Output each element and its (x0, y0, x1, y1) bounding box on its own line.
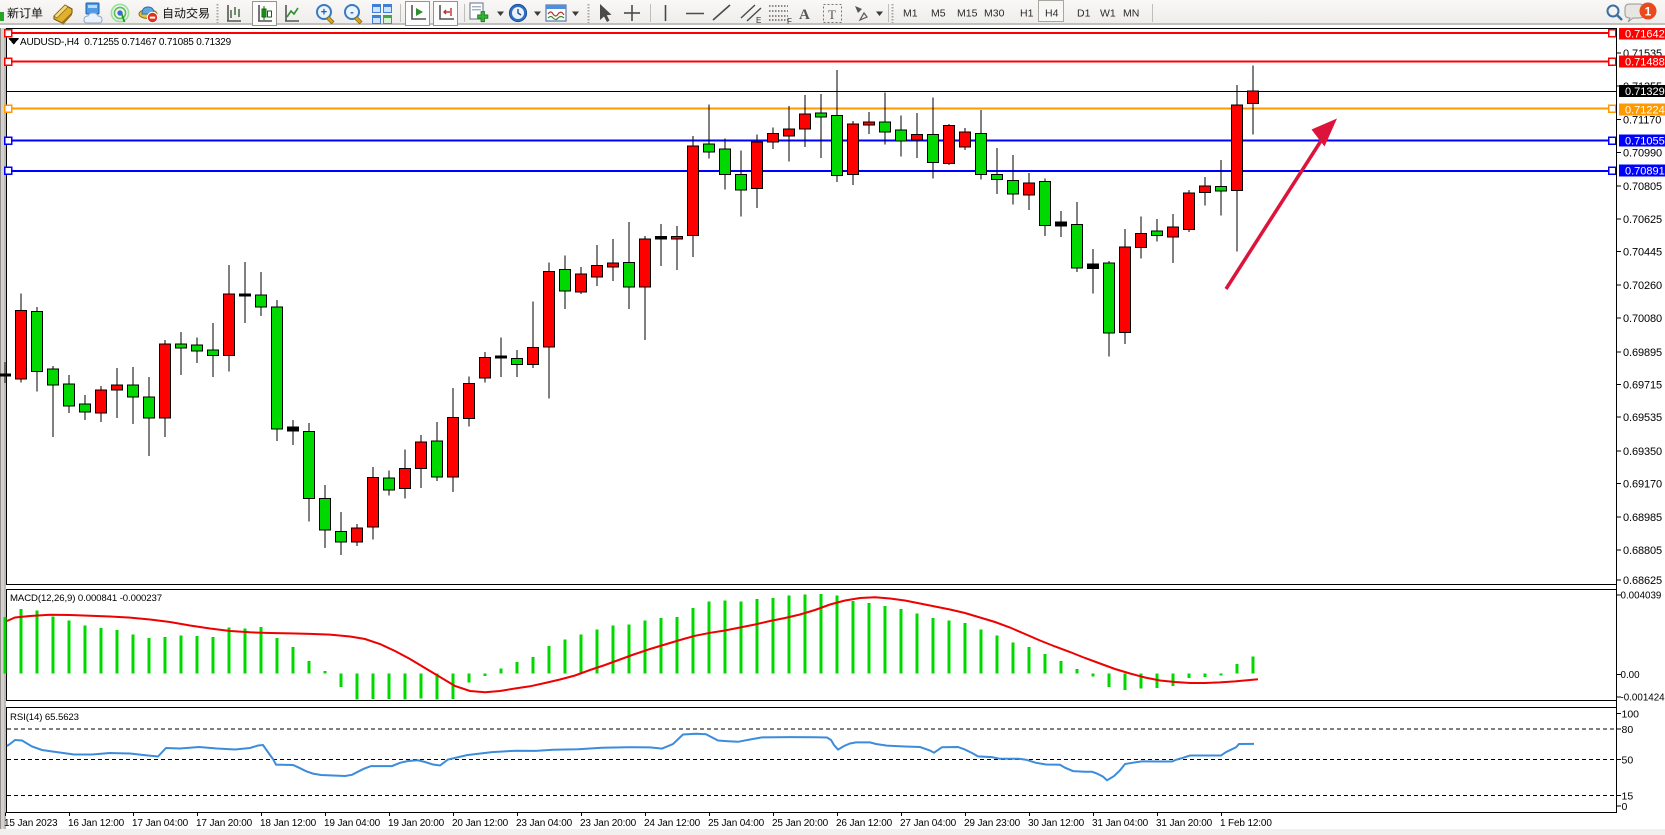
svg-text:-: - (350, 7, 354, 19)
svg-text:31 Jan 04:00: 31 Jan 04:00 (1092, 818, 1149, 829)
svg-text:23 Jan 20:00: 23 Jan 20:00 (580, 818, 637, 829)
svg-text:23 Jan 04:00: 23 Jan 04:00 (516, 818, 573, 829)
svg-text:0.71329: 0.71329 (1625, 86, 1665, 98)
svg-text:19 Jan 20:00: 19 Jan 20:00 (388, 818, 445, 829)
svg-text:0.68985: 0.68985 (1623, 512, 1662, 524)
svg-text:-0.001424: -0.001424 (1621, 693, 1665, 704)
svg-text:30 Jan 12:00: 30 Jan 12:00 (1028, 818, 1085, 829)
svg-text:0.004039: 0.004039 (1621, 591, 1662, 602)
svg-text:0.70891: 0.70891 (1625, 166, 1665, 178)
svg-text:0.71170: 0.71170 (1623, 115, 1661, 127)
svg-text:0.71224: 0.71224 (1625, 105, 1665, 117)
svg-text:1 Feb 12:00: 1 Feb 12:00 (1220, 818, 1272, 829)
svg-text:16 Jan 12:00: 16 Jan 12:00 (68, 818, 125, 829)
svg-text:0.00: 0.00 (1621, 670, 1641, 681)
svg-text:M30: M30 (984, 8, 1005, 20)
svg-text:20 Jan 12:00: 20 Jan 12:00 (452, 818, 509, 829)
svg-text:0.71488: 0.71488 (1625, 57, 1665, 69)
svg-text:1: 1 (1645, 5, 1652, 19)
svg-text:M15: M15 (957, 8, 978, 20)
svg-text:80: 80 (1622, 724, 1634, 736)
svg-text:D1: D1 (1077, 8, 1091, 20)
svg-text:MN: MN (1123, 8, 1139, 20)
svg-text:15 Jan 2023: 15 Jan 2023 (4, 818, 58, 829)
svg-text:18 Jan 12:00: 18 Jan 12:00 (260, 818, 317, 829)
svg-text:50: 50 (1622, 754, 1634, 766)
svg-text:0.70080: 0.70080 (1623, 313, 1662, 325)
svg-text:F: F (787, 17, 792, 26)
svg-text:0: 0 (1622, 801, 1628, 813)
svg-text:0.69350: 0.69350 (1623, 446, 1662, 458)
svg-text:0.69170: 0.69170 (1623, 479, 1662, 491)
svg-text:0.69535: 0.69535 (1623, 412, 1662, 424)
svg-text:25 Jan 20:00: 25 Jan 20:00 (772, 818, 829, 829)
svg-text:26 Jan 12:00: 26 Jan 12:00 (836, 818, 893, 829)
svg-text:15: 15 (1622, 791, 1634, 803)
svg-text:AUDUSD-,H4 0.71255 0.71467 0.: AUDUSD-,H4 0.71255 0.71467 0.71085 0.713… (20, 37, 232, 48)
svg-text:+: + (321, 7, 327, 19)
svg-text:M5: M5 (931, 8, 946, 20)
svg-text:0.70260: 0.70260 (1623, 280, 1662, 292)
svg-text:17 Jan 04:00: 17 Jan 04:00 (132, 818, 189, 829)
svg-text:A: A (799, 7, 810, 23)
svg-text:0.69895: 0.69895 (1623, 347, 1662, 359)
svg-text:0.71055: 0.71055 (1625, 136, 1665, 148)
svg-text:0.70445: 0.70445 (1623, 247, 1662, 259)
svg-text:100: 100 (1622, 709, 1640, 721)
svg-text:27 Jan 04:00: 27 Jan 04:00 (900, 818, 957, 829)
svg-text:H1: H1 (1020, 8, 1034, 20)
svg-text:25 Jan 04:00: 25 Jan 04:00 (708, 818, 765, 829)
svg-text:19 Jan 04:00: 19 Jan 04:00 (324, 818, 381, 829)
svg-text:0.68805: 0.68805 (1623, 545, 1662, 557)
svg-text:0.68625: 0.68625 (1623, 575, 1662, 587)
svg-text:W1: W1 (1100, 8, 1116, 20)
svg-text:17 Jan 20:00: 17 Jan 20:00 (196, 818, 253, 829)
svg-text:M1: M1 (903, 8, 918, 20)
svg-text:0.71642: 0.71642 (1625, 29, 1665, 41)
svg-text:0.70805: 0.70805 (1623, 181, 1662, 193)
svg-text:T: T (828, 7, 836, 22)
svg-text:0.70990: 0.70990 (1623, 147, 1662, 159)
svg-text:31 Jan 20:00: 31 Jan 20:00 (1156, 818, 1213, 829)
svg-text:0.70625: 0.70625 (1623, 214, 1662, 226)
svg-text:H4: H4 (1045, 8, 1059, 20)
svg-text:E: E (756, 16, 761, 25)
svg-text:MACD(12,26,9) 0.000841 -0.0002: MACD(12,26,9) 0.000841 -0.000237 (10, 593, 162, 604)
svg-text:RSI(14) 65.5623: RSI(14) 65.5623 (10, 712, 79, 723)
svg-text:24 Jan 12:00: 24 Jan 12:00 (644, 818, 701, 829)
svg-text:0.69715: 0.69715 (1623, 380, 1662, 392)
svg-text:29 Jan 23:00: 29 Jan 23:00 (964, 818, 1021, 829)
